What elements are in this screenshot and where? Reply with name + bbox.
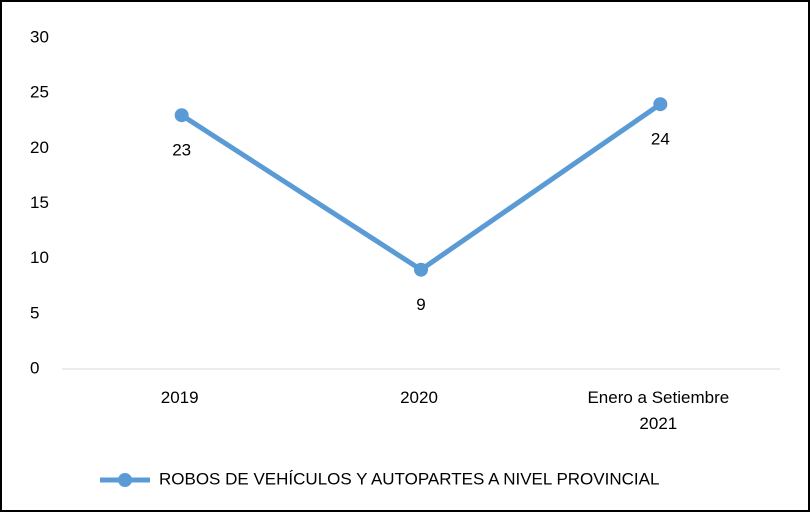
legend-marker [118,473,132,487]
legend-label: ROBOS DE VEHÍCULOS Y AUTOPARTES A NIVEL … [159,469,659,488]
data-point [414,262,428,277]
y-tick-label: 25 [30,83,49,102]
y-tick-label: 20 [30,138,49,157]
data-label: 24 [651,130,670,149]
series-line [180,102,662,273]
y-tick-label: 30 [30,27,49,46]
y-tick-label: 15 [30,193,49,212]
data-point [653,97,668,112]
y-tick-label: 5 [30,303,39,322]
y-tick-label: 0 [30,358,39,377]
x-tick-label: 2020 [400,388,438,407]
data-label: 9 [416,295,425,314]
y-tick-label: 10 [30,248,49,267]
x-tick-label: 2019 [160,388,199,407]
data-label: 23 [172,141,191,160]
x-tick-label: Enero a Setiembre 2021 [587,388,730,433]
data-point [174,108,189,123]
